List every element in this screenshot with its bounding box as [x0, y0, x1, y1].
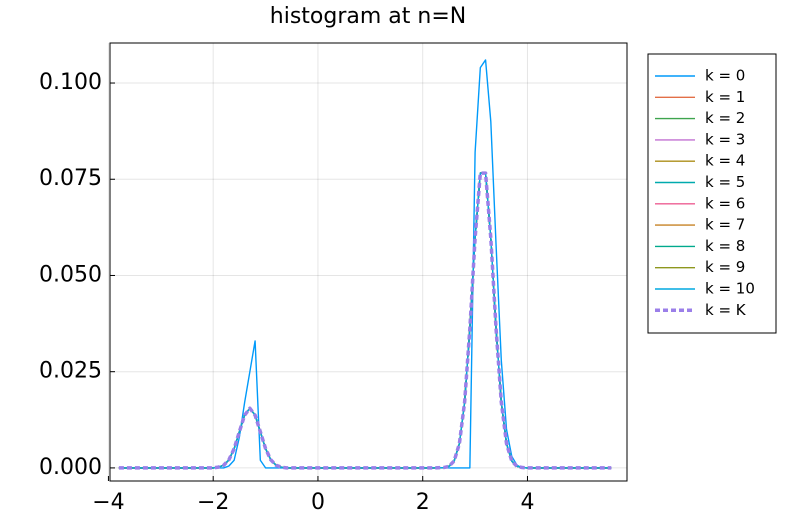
series-line: [118, 172, 612, 469]
legend-label: k = 10: [705, 280, 755, 298]
legend-label: k = 9: [705, 258, 745, 276]
series-line: [118, 172, 612, 469]
series-line: [118, 172, 612, 469]
legend-label: k = 7: [705, 216, 745, 234]
y-tick-label: 0.075: [39, 166, 102, 191]
y-tick-label: 0.100: [39, 70, 102, 95]
plot-frame: [109, 42, 628, 482]
series-line: [118, 172, 612, 469]
series-line: [118, 172, 612, 469]
legend-label: k = 0: [705, 67, 745, 85]
legend-label: k = 2: [705, 109, 745, 127]
x-tick-label: 0: [311, 490, 325, 515]
x-tick-label: −2: [197, 490, 229, 515]
legend-label: k = 8: [705, 237, 745, 255]
chart-title: histogram at n=N: [270, 4, 466, 29]
series-line: [118, 172, 612, 469]
series-line: [118, 172, 612, 469]
y-tick-label: 0.000: [39, 455, 102, 480]
series-line: [118, 172, 612, 469]
x-tick-label: −4: [92, 490, 124, 515]
y-tick-label: 0.025: [39, 359, 102, 384]
y-tick-label: 0.050: [39, 262, 102, 287]
legend-label: k = K: [705, 301, 747, 319]
legend-label: k = 4: [705, 152, 745, 170]
x-tick-label: 4: [520, 490, 534, 515]
series-line: [118, 172, 612, 469]
series-line: [118, 59, 612, 469]
legend-box: [647, 53, 777, 334]
x-tick-label: 2: [416, 490, 430, 515]
legend-label: k = 3: [705, 130, 745, 148]
legend-label: k = 1: [705, 88, 745, 106]
legend-label: k = 6: [705, 194, 745, 212]
series-line: [118, 171, 612, 470]
legend-label: k = 5: [705, 173, 745, 191]
series-line: [118, 172, 612, 469]
